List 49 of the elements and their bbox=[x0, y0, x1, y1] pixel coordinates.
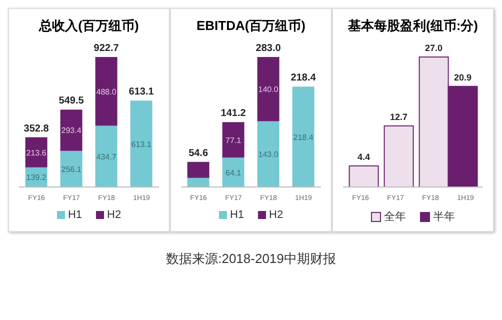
total-label: 283.0 bbox=[256, 43, 282, 54]
legend-label: 半年 bbox=[432, 210, 455, 224]
data-label: 139.2 bbox=[26, 173, 47, 182]
bar bbox=[384, 125, 414, 188]
data-label: 218.4 bbox=[293, 132, 314, 142]
legend-label: H2 bbox=[106, 209, 122, 221]
chart-title: 总收入(百万纽币) bbox=[39, 17, 139, 35]
data-label: 213.6 bbox=[26, 148, 47, 158]
bar bbox=[25, 137, 48, 168]
data-label: 12.7 bbox=[390, 112, 408, 122]
bar bbox=[60, 150, 82, 187]
bar bbox=[130, 100, 152, 187]
chart-title: 基本每股盈利(纽币:分) bbox=[348, 17, 478, 35]
source-note: 数据来源:2018-2019中期财报 bbox=[165, 250, 337, 268]
bar bbox=[60, 110, 82, 151]
legend-label: H1 bbox=[228, 209, 244, 221]
bar bbox=[257, 57, 280, 122]
total-label: 922.7 bbox=[94, 43, 120, 54]
bar bbox=[95, 57, 118, 126]
bar bbox=[257, 121, 280, 187]
bar bbox=[222, 122, 244, 158]
data-label: 20.9 bbox=[454, 72, 472, 82]
legend-label: H2 bbox=[268, 209, 284, 221]
bar bbox=[348, 165, 379, 188]
chart-title: EBITDA(百万纽币) bbox=[196, 17, 306, 35]
bar bbox=[187, 162, 210, 178]
data-label: 434.7 bbox=[96, 152, 117, 162]
bar bbox=[95, 126, 118, 187]
total-label: 549.5 bbox=[58, 96, 84, 107]
total-label: 218.4 bbox=[290, 72, 316, 84]
data-label: 140.0 bbox=[258, 85, 279, 94]
data-label: 27.0 bbox=[425, 43, 443, 53]
legend-label: 全年 bbox=[383, 210, 406, 224]
legend-label: H1 bbox=[66, 209, 82, 221]
data-label: 488.0 bbox=[96, 87, 117, 96]
total-label: 54.6 bbox=[188, 148, 208, 159]
bar bbox=[187, 178, 210, 187]
data-label: 143.0 bbox=[258, 150, 279, 160]
total-label: 141.2 bbox=[220, 108, 246, 120]
bar bbox=[292, 86, 314, 187]
data-label: 293.4 bbox=[61, 126, 82, 136]
data-label: 4.4 bbox=[358, 152, 370, 162]
total-label: 613.1 bbox=[128, 86, 154, 98]
total-label: 352.8 bbox=[24, 123, 50, 134]
data-label: 613.1 bbox=[131, 140, 152, 149]
data-label: 64.1 bbox=[226, 168, 242, 178]
data-label: 77.1 bbox=[226, 136, 242, 145]
bar bbox=[222, 158, 244, 187]
data-label: 256.1 bbox=[61, 164, 82, 174]
